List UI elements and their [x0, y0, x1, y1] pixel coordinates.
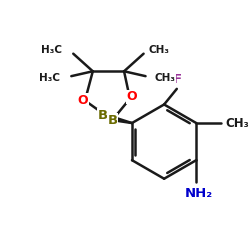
Text: CH₃: CH₃: [226, 116, 249, 130]
Text: F: F: [173, 72, 182, 86]
Text: CH₃: CH₃: [149, 45, 170, 55]
Text: H₃C: H₃C: [39, 73, 60, 83]
Text: B: B: [98, 109, 108, 122]
Text: NH₂: NH₂: [185, 187, 213, 200]
Text: O: O: [78, 94, 88, 107]
Text: O: O: [126, 90, 137, 103]
Text: CH₃: CH₃: [154, 73, 176, 83]
Text: B: B: [107, 114, 118, 126]
Text: H₃C: H₃C: [41, 45, 62, 55]
